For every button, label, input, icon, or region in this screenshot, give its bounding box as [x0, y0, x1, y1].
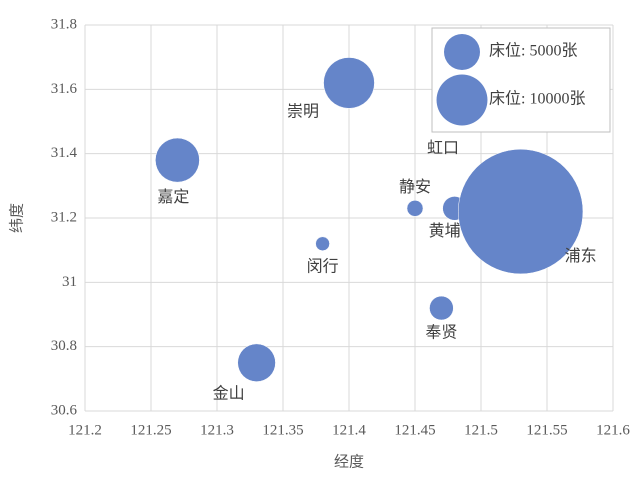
bubble — [315, 236, 330, 251]
bubble — [323, 57, 375, 109]
legend-bubble — [436, 74, 488, 126]
x-tick-label: 121.55 — [526, 422, 567, 438]
legend-bubble — [444, 34, 480, 70]
data-label: 静安 — [399, 178, 431, 196]
legend-label: 床位: 5000张 — [489, 42, 577, 60]
bubble — [155, 137, 200, 183]
y-tick-label: 31.2 — [51, 209, 77, 225]
data-label: 闵行 — [307, 257, 339, 275]
bubble — [457, 148, 584, 275]
y-tick-label: 31.4 — [51, 145, 78, 161]
x-tick-label: 121.2 — [68, 422, 102, 438]
y-tick-label: 31.8 — [51, 16, 77, 32]
bubble — [406, 200, 424, 217]
y-tick-label: 30.8 — [51, 338, 77, 354]
data-label: 奉贤 — [425, 324, 457, 342]
data-label: 虹口 — [427, 139, 459, 157]
bubble — [237, 343, 276, 382]
x-tick-label: 121.45 — [394, 422, 435, 438]
x-tick-label: 121.6 — [596, 422, 630, 438]
y-axis-title: 纬度 — [8, 203, 25, 233]
bubble — [429, 295, 454, 321]
data-label: 金山 — [213, 384, 245, 402]
data-label: 黄埔 — [429, 222, 461, 240]
y-tick-label: 31.6 — [51, 81, 78, 97]
data-label: 崇明 — [287, 103, 319, 121]
data-label: 嘉定 — [157, 188, 189, 206]
x-tick-label: 121.35 — [262, 422, 303, 438]
x-tick-label: 121.5 — [464, 422, 498, 438]
x-tick-label: 121.4 — [332, 422, 366, 438]
y-tick-label: 30.6 — [51, 402, 78, 418]
x-tick-label: 121.25 — [130, 422, 171, 438]
legend-label: 床位: 10000张 — [489, 90, 585, 108]
x-tick-label: 121.3 — [200, 422, 234, 438]
data-label: 浦东 — [565, 247, 597, 265]
x-axis-title: 经度 — [334, 453, 364, 470]
y-tick-label: 31 — [62, 274, 77, 290]
